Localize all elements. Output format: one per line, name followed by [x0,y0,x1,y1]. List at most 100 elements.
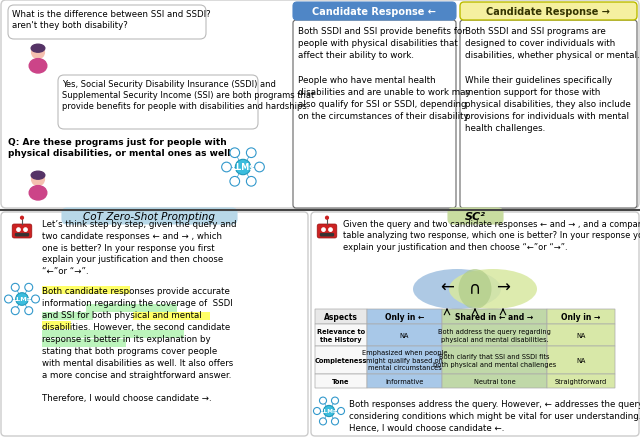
Text: ∩: ∩ [469,279,481,297]
Text: Given the query and two candidate responses ← and → , and a comparison
table ana: Given the query and two candidate respon… [343,219,640,251]
Text: Both responses address the query. However, ← addresses the query while
consideri: Both responses address the query. Howeve… [349,399,640,431]
Text: LLMs: LLMs [232,163,255,172]
Text: What is the difference between SSI and SSDI?
aren't they both disability?: What is the difference between SSI and S… [12,10,211,30]
Text: Both address the query regarding
physical and mental disabilities.: Both address the query regarding physica… [438,328,551,342]
Circle shape [246,148,256,158]
FancyBboxPatch shape [547,309,615,324]
Text: Both SSDI and SSI programs are
designed to cover individuals with
disabilities, : Both SSDI and SSI programs are designed … [465,27,639,133]
Text: Relevance to
the History: Relevance to the History [317,328,365,342]
Text: Aspects: Aspects [324,312,358,321]
Bar [42,330,184,338]
Circle shape [25,307,33,315]
Circle shape [31,173,44,186]
Text: SC²: SC² [465,212,486,222]
Ellipse shape [449,269,537,309]
Text: Q: Are these programs just for people with
physical disabilities, or mental ones: Q: Are these programs just for people wi… [8,138,236,158]
FancyBboxPatch shape [315,374,367,388]
Bar [42,339,126,347]
Circle shape [332,397,339,404]
FancyBboxPatch shape [367,346,442,374]
FancyBboxPatch shape [8,6,206,40]
Text: Both clarify that SSI and SSDI fits
both physical and mental challenges: Both clarify that SSI and SSDI fits both… [433,353,556,367]
Text: Neutral tone: Neutral tone [474,378,515,384]
Ellipse shape [29,60,47,74]
Circle shape [16,293,28,306]
Circle shape [319,397,326,404]
FancyBboxPatch shape [442,346,547,374]
Text: NA: NA [576,357,586,363]
Text: Candidate Response ←: Candidate Response ← [312,7,436,17]
Circle shape [319,418,326,425]
Circle shape [12,284,19,292]
FancyBboxPatch shape [442,309,547,324]
Circle shape [329,228,332,232]
Circle shape [246,177,256,187]
FancyBboxPatch shape [317,225,337,238]
FancyBboxPatch shape [15,233,29,237]
Text: CoT Zero-Shot Prompting: CoT Zero-Shot Prompting [83,212,215,222]
Bar [42,321,71,329]
Ellipse shape [29,186,47,201]
Circle shape [236,160,251,175]
Circle shape [25,284,33,292]
Ellipse shape [458,269,492,309]
Text: Both candidate responses provide accurate
information regarding the coverage of : Both candidate responses provide accurat… [42,286,233,403]
Text: →: → [496,279,510,297]
Text: Emphasized when people
might qualify based on
mental circumstances: Emphasized when people might qualify bas… [362,350,447,371]
FancyBboxPatch shape [547,324,615,346]
Text: NA: NA [576,332,586,338]
Circle shape [24,228,27,232]
Text: Tone: Tone [332,378,349,384]
Ellipse shape [413,269,501,309]
Circle shape [314,407,321,415]
FancyBboxPatch shape [442,324,547,346]
FancyBboxPatch shape [293,3,456,21]
Ellipse shape [31,45,45,53]
Circle shape [255,163,264,173]
Text: Only in ←: Only in ← [385,312,424,321]
Ellipse shape [31,172,45,180]
Circle shape [4,295,12,303]
Text: Shared in ← and →: Shared in ← and → [456,312,534,321]
Circle shape [221,163,231,173]
Text: LLMs: LLMs [321,409,337,413]
FancyBboxPatch shape [315,346,367,374]
Text: Candidate Response →: Candidate Response → [486,7,610,17]
FancyBboxPatch shape [448,208,503,225]
Circle shape [332,418,339,425]
Text: Informative: Informative [385,378,424,384]
FancyBboxPatch shape [58,76,258,130]
Text: Yes, Social Security Disability Insurance (SSDI) and
Supplemental Security Incom: Yes, Social Security Disability Insuranc… [62,80,314,111]
FancyBboxPatch shape [367,374,442,388]
FancyBboxPatch shape [547,374,615,388]
Circle shape [326,217,328,219]
FancyBboxPatch shape [315,309,367,324]
FancyBboxPatch shape [320,233,334,237]
Circle shape [31,47,44,60]
FancyBboxPatch shape [442,374,547,388]
Text: Let’s think step by step, given the query and
two candidate responses ← and → , : Let’s think step by step, given the quer… [42,219,237,276]
FancyBboxPatch shape [311,212,639,436]
Circle shape [31,295,40,303]
Text: Straightforward: Straightforward [555,378,607,384]
Bar [86,304,177,312]
FancyBboxPatch shape [293,21,456,208]
Bar [42,313,93,321]
FancyBboxPatch shape [1,1,639,208]
Text: Only in →: Only in → [561,312,601,321]
Circle shape [323,406,335,417]
Circle shape [17,228,20,232]
Circle shape [337,407,344,415]
Circle shape [20,217,24,219]
FancyBboxPatch shape [62,208,237,225]
Text: ←: ← [440,279,454,297]
FancyBboxPatch shape [367,324,442,346]
FancyBboxPatch shape [12,225,32,238]
Bar [133,313,210,321]
Text: Both SSDI and SSI provide benefits for
people with physical disabilities that
af: Both SSDI and SSI provide benefits for p… [298,27,470,121]
Text: LLMs: LLMs [13,297,31,302]
Circle shape [230,148,239,158]
Text: Completeness: Completeness [315,357,367,363]
Text: NA: NA [400,332,409,338]
FancyBboxPatch shape [315,324,367,346]
